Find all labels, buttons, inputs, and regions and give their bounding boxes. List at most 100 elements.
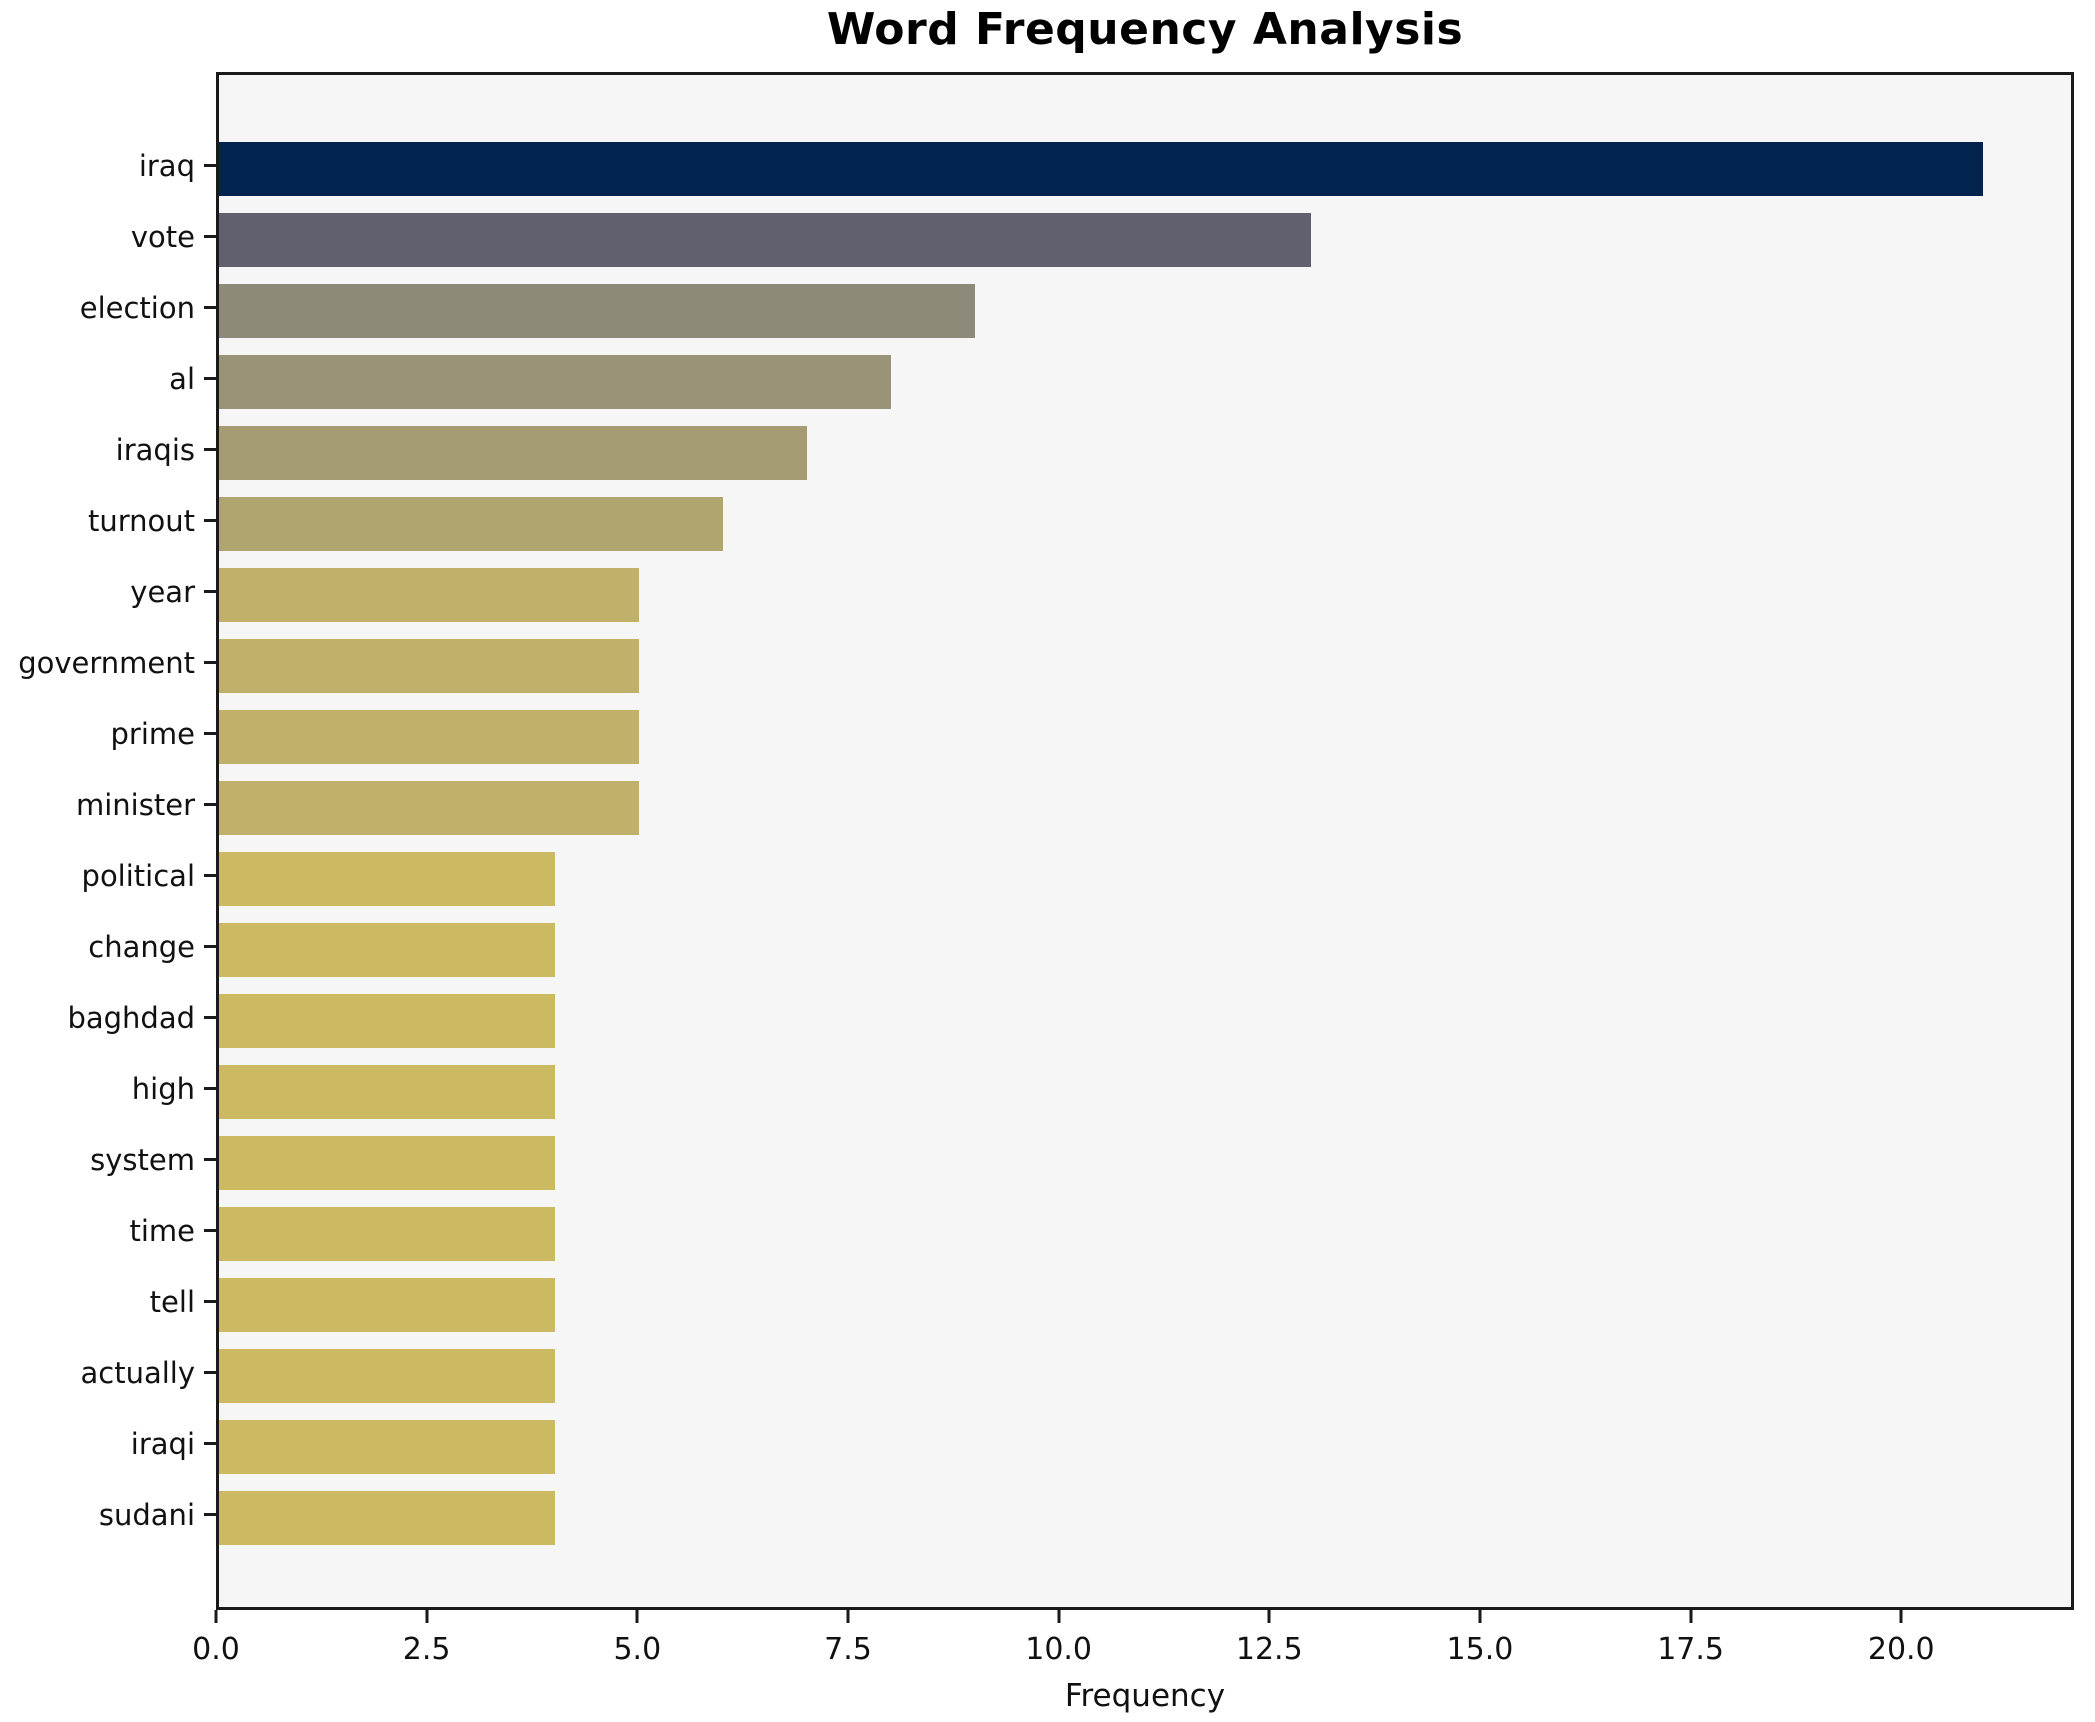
- y-tick-mark: [204, 1442, 216, 1445]
- y-tick-mark: [204, 874, 216, 877]
- y-tick-mark: [204, 1300, 216, 1303]
- y-axis-row: iraq: [0, 130, 216, 201]
- y-tick-mark: [204, 306, 216, 309]
- bar-row: [219, 488, 2071, 559]
- y-tick-mark: [204, 1158, 216, 1161]
- y-axis-row: iraqi: [0, 1408, 216, 1479]
- x-tick-label-15.0: 15.0: [1446, 1632, 1514, 1667]
- bar-system: [219, 1135, 555, 1190]
- bar-actually: [219, 1348, 555, 1403]
- y-tick-mark: [204, 519, 216, 522]
- y-axis-row: election: [0, 272, 216, 343]
- bar-change: [219, 922, 555, 977]
- y-tick-label-election: election: [79, 290, 195, 325]
- y-axis: iraq vote election al iraqis turnout year gover…: [0, 72, 216, 1610]
- bar-sudani: [219, 1490, 555, 1545]
- bar-row: [219, 417, 2071, 488]
- x-tick-mark: [635, 1610, 639, 1623]
- y-tick-label-iraqi: iraqi: [130, 1426, 195, 1461]
- y-tick-label-tell: tell: [149, 1284, 195, 1319]
- y-tick-label-system: system: [90, 1142, 195, 1177]
- y-tick-label-baghdad: baghdad: [67, 1000, 195, 1035]
- y-tick-mark: [204, 1016, 216, 1019]
- bar-row: [219, 559, 2071, 630]
- bar-high: [219, 1064, 555, 1119]
- y-axis-row: change: [0, 911, 216, 982]
- bar-row: [219, 701, 2071, 772]
- y-tick-label-prime: prime: [110, 716, 195, 751]
- x-tick-label-7.5: 7.5: [824, 1632, 872, 1667]
- bar-row: [219, 772, 2071, 843]
- bar-row: [219, 275, 2071, 346]
- bar-iraqis: [219, 425, 807, 480]
- x-tick-label-12.5: 12.5: [1235, 1632, 1303, 1667]
- y-axis-row: time: [0, 1195, 216, 1266]
- y-tick-label-iraqis: iraqis: [115, 432, 195, 467]
- bar-row: [219, 1056, 2071, 1127]
- bar-row: [219, 133, 2071, 204]
- y-tick-mark: [204, 590, 216, 593]
- x-tick-mark: [1899, 1610, 1903, 1623]
- y-axis-row: tell: [0, 1266, 216, 1337]
- bar-row: [219, 1269, 2071, 1340]
- y-axis-row: vote: [0, 201, 216, 272]
- x-tick-label-17.5: 17.5: [1657, 1632, 1724, 1667]
- y-tick-mark: [204, 945, 216, 948]
- bar-row: [219, 1198, 2071, 1269]
- y-tick-label-change: change: [88, 929, 195, 964]
- y-axis-row: al: [0, 343, 216, 414]
- y-tick-label-sudani: sudani: [98, 1497, 195, 1532]
- y-tick-mark: [204, 377, 216, 380]
- bar-row: [219, 1411, 2071, 1482]
- bar-political: [219, 851, 555, 906]
- y-axis-row: minister: [0, 769, 216, 840]
- chart-title: Word Frequency Analysis: [826, 4, 1464, 55]
- x-tick-label-5.0: 5.0: [613, 1632, 662, 1667]
- bar-row: [219, 346, 2071, 417]
- x-tick-mark: [214, 1610, 218, 1623]
- y-tick-label-political: political: [81, 858, 195, 893]
- bar-row: [219, 1340, 2071, 1411]
- y-tick-label-year: year: [130, 574, 195, 609]
- y-axis-row: political: [0, 840, 216, 911]
- bar-vote: [219, 212, 1311, 267]
- y-tick-label-minister: minister: [76, 787, 195, 822]
- bar-election: [219, 283, 975, 338]
- bar-year: [219, 567, 639, 622]
- y-axis-row: sudani: [0, 1479, 216, 1550]
- bar-iraqi: [219, 1419, 555, 1474]
- x-axis-label: Frequency: [1064, 1678, 1226, 1714]
- y-tick-mark: [204, 803, 216, 806]
- y-tick-label-al: al: [169, 361, 195, 396]
- y-tick-mark: [204, 164, 216, 167]
- bar-row: [219, 204, 2071, 275]
- x-axis: 0.0 2.5 5.0 7.5 10.0 12.5 15.0 17.5 20.0: [192, 1610, 2074, 1700]
- bar-prime: [219, 709, 639, 764]
- x-tick-label-20.0: 20.0: [1867, 1632, 1935, 1667]
- x-tick-mark: [1689, 1610, 1693, 1623]
- bar-row: [219, 914, 2071, 985]
- y-axis-row: iraqis: [0, 414, 216, 485]
- y-tick-label-turnout: turnout: [87, 503, 195, 538]
- plot-area: [216, 72, 2074, 1610]
- y-tick-label-iraq: iraq: [138, 148, 195, 183]
- bar-baghdad: [219, 993, 555, 1048]
- y-axis-row: high: [0, 1053, 216, 1124]
- y-axis-row: year: [0, 556, 216, 627]
- y-tick-label-vote: vote: [130, 219, 195, 254]
- bar-minister: [219, 780, 639, 835]
- bar-row: [219, 1482, 2071, 1553]
- y-tick-mark: [204, 732, 216, 735]
- y-tick-mark: [204, 1229, 216, 1232]
- y-tick-mark: [204, 1371, 216, 1374]
- y-tick-label-time: time: [129, 1213, 195, 1248]
- y-axis-row: prime: [0, 698, 216, 769]
- y-tick-mark: [204, 448, 216, 451]
- y-axis-row: government: [0, 627, 216, 698]
- y-tick-label-actually: actually: [80, 1355, 195, 1390]
- x-tick-mark: [1057, 1610, 1061, 1623]
- bar-al: [219, 354, 891, 409]
- y-tick-mark: [204, 1513, 216, 1516]
- x-tick-mark: [846, 1610, 850, 1623]
